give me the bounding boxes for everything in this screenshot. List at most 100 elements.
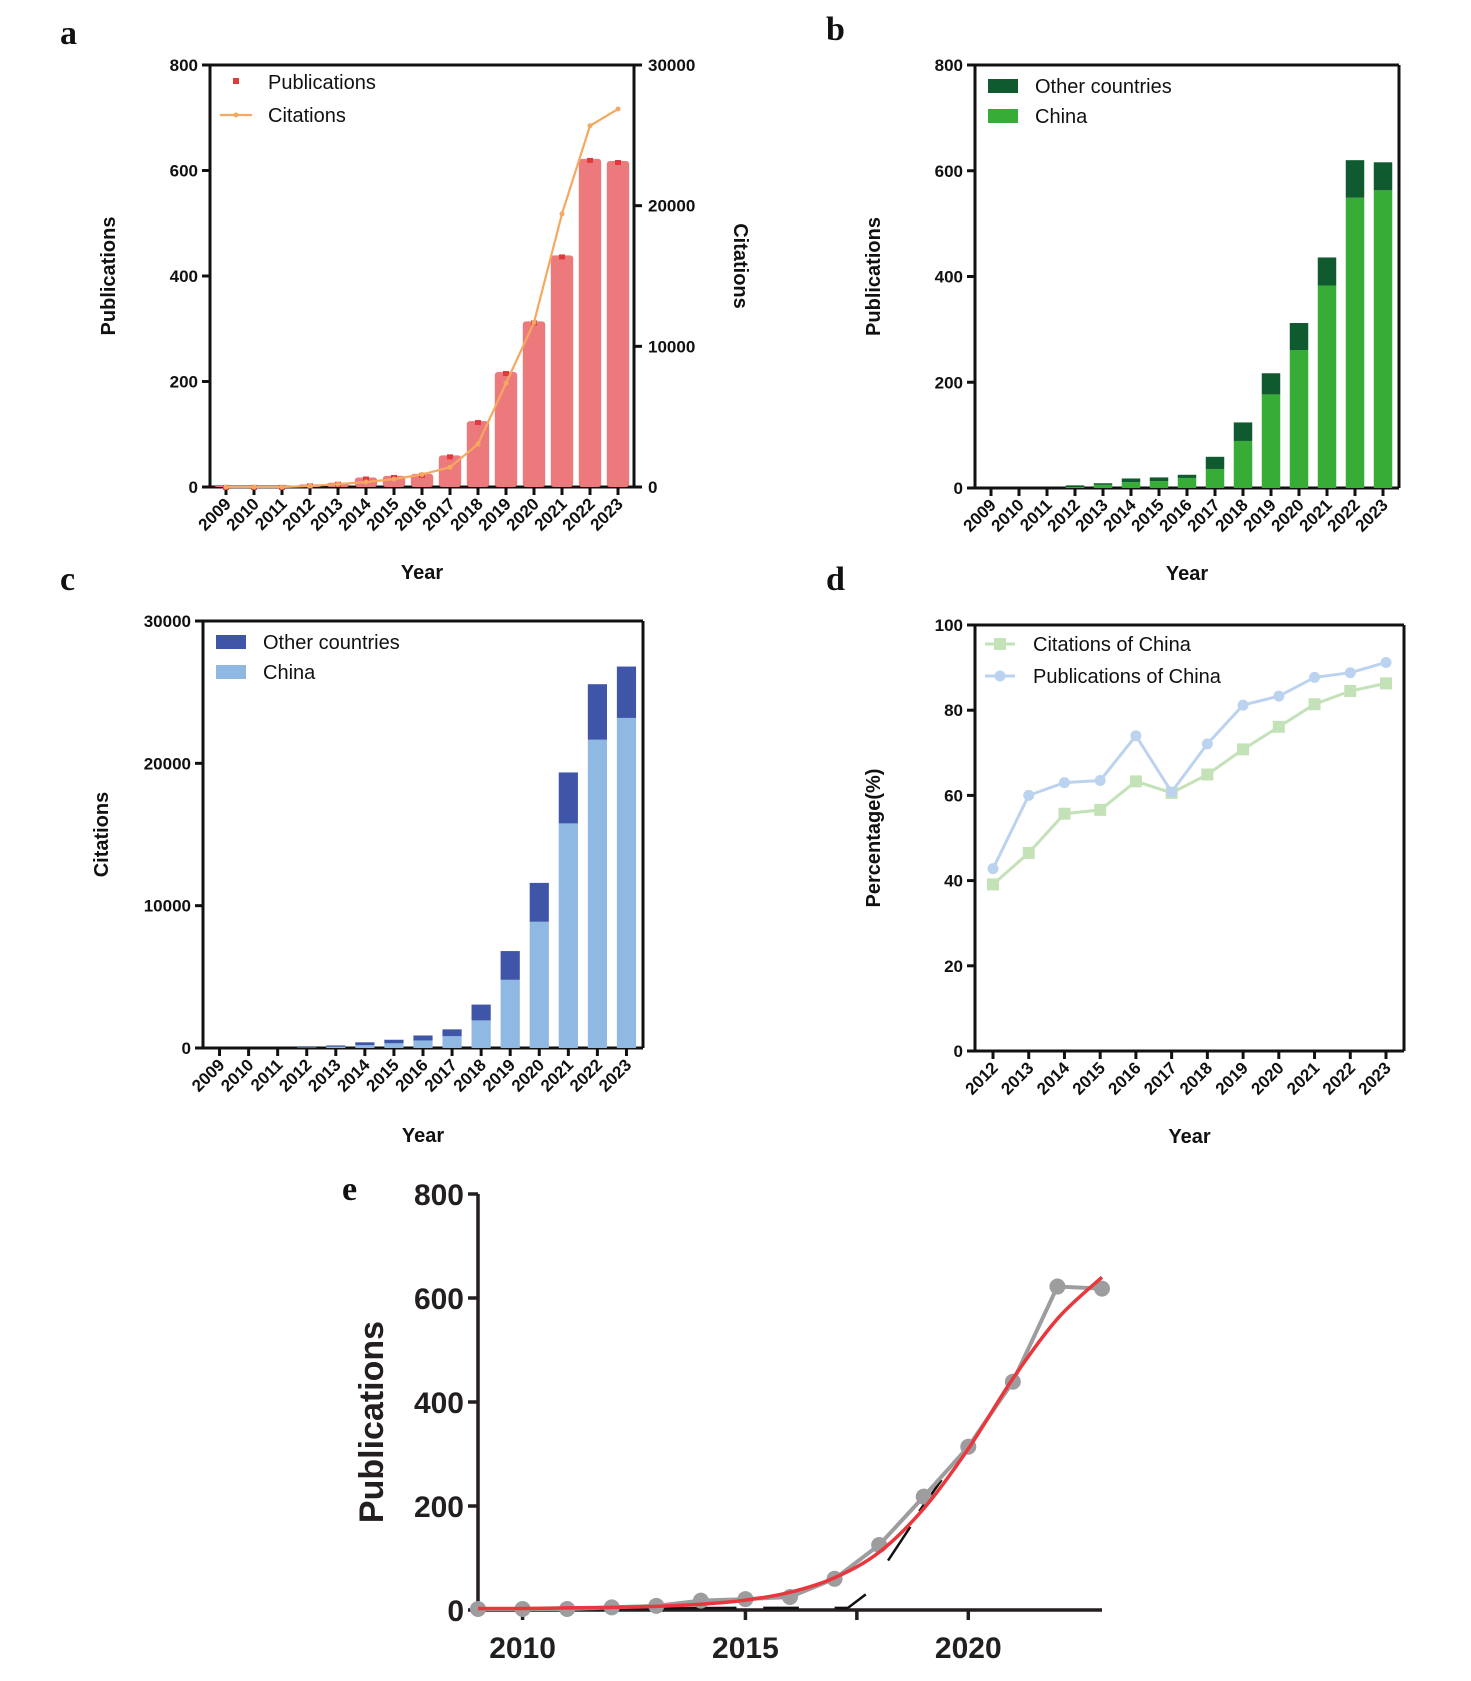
right-y-axis-title: Citations [729,223,751,309]
y-axis-title: Publications [353,1321,391,1523]
publications-marker [363,476,369,482]
panel-e-growth-curve-chart: 0 200 400 600 800 2010 2015 2020 Publications [353,1179,1110,1665]
citations-point [223,484,229,490]
x-tick-label: 2016 [392,1055,432,1095]
citations-of-china-point [1380,677,1392,690]
left-y-tick-label: 400 [170,267,198,286]
x-axis-title: Year [1168,1126,1210,1148]
bar-segment-other-countries [616,666,637,718]
citations-of-china-point [1201,768,1214,781]
legend-citations-label: Citations [268,105,346,127]
observed-publications-point [1049,1278,1066,1295]
bar-segment-china [1205,468,1225,488]
publications-marker [587,157,593,163]
fitted-logistic-curve [477,1275,1104,1611]
publications-of-china-point [1309,671,1321,683]
citations-point [307,483,313,489]
right-y-tick-label: 30000 [648,56,695,75]
bar-segment-other-countries [1373,162,1393,191]
left-y-tick-label: 20 [944,957,963,976]
bar-segment-other-countries [442,1029,462,1037]
publications-of-china-point [1166,786,1178,798]
publications-bar [606,161,630,487]
citations-point [251,484,257,490]
publications-marker [559,254,565,260]
bar-segment-other-countries [558,772,578,824]
legend-other-countries-swatch [216,635,246,649]
legend-other-countries-swatch [988,79,1018,93]
publications-marker [503,371,509,377]
publications-marker [447,454,453,460]
publications-of-china-point [1380,656,1392,668]
citations-of-china-point [1058,807,1071,820]
bar-segment-china [384,1043,404,1048]
left-y-tick-label: 0 [182,1039,191,1058]
bar-segment-other-countries [500,951,520,980]
y-tick-label: 600 [414,1283,464,1316]
citations-point [335,481,341,487]
y-axis-title: Citations [91,792,113,878]
citations-of-china-point [1344,685,1357,698]
legend-citations-of-china-marker [994,638,1006,650]
bar-segment-other-countries [529,882,549,922]
publications-of-china-point [1023,789,1035,801]
bar-segment-china [616,717,637,1048]
publications-of-china-point [987,863,999,875]
bar-segment-other-countries [384,1039,404,1044]
panel-label-c: c [60,561,75,598]
x-tick-label: 2018 [450,1055,490,1095]
y-tick-label: 0 [447,1595,464,1628]
x-tick-label: 2012 [275,1055,315,1095]
x-tick-label: 2023 [1352,495,1392,535]
citations-point [503,380,509,386]
bar-segment-china [1345,197,1365,488]
x-tick-label: 2020 [1247,1058,1287,1098]
x-tick-label: 2022 [1319,1058,1359,1098]
left-y-tick-label: 0 [954,479,963,498]
panel-label-a: a [60,15,77,52]
citations-of-china-point [1129,775,1142,788]
legend-china-swatch [988,109,1018,123]
left-y-tick-label: 0 [189,478,198,497]
x-tick-label: 2017 [1140,1058,1180,1098]
citations-point [475,441,481,447]
bar-segment-china [529,921,549,1048]
bar-segment-other-countries [1149,477,1169,482]
bar-segment-other-countries [1289,323,1309,350]
legend-other-countries-label: Other countries [263,632,400,654]
x-tick-label: 2023 [595,1055,635,1095]
left-y-tick-label: 600 [170,162,198,181]
publications-bar [494,372,518,487]
citations-point [587,123,593,129]
publications-bar [578,158,602,487]
citations-of-china-point [1022,846,1035,859]
x-tick-label: 2023 [587,494,627,534]
left-y-tick-label: 10000 [144,897,191,916]
citations-of-china-point [1094,803,1107,816]
bar-segment-other-countries [1177,474,1197,478]
bar-segment-other-countries [471,1004,491,1021]
legend-publications-of-china-marker [994,670,1006,682]
publications-of-china-point [1058,777,1070,789]
legend-china-label: China [263,662,316,684]
y-axis-title: Publications [863,217,885,336]
bar-segment-other-countries [1345,160,1365,198]
citations-of-china-point [1272,720,1285,733]
left-y-tick-label: 800 [170,56,198,75]
citations-point [363,479,369,485]
x-tick-label: 2010 [489,1632,556,1665]
x-tick-label: 2013 [997,1058,1037,1098]
y-tick-label: 200 [414,1491,464,1524]
bar-segment-china [413,1040,433,1048]
x-tick-label: 2022 [566,1055,606,1095]
bar-segment-china [558,823,578,1048]
bar-segment-china [1233,440,1253,488]
bar-segment-china [1289,349,1309,488]
x-tick-label: 2014 [334,1055,375,1096]
panel-label-d: d [826,561,845,598]
panel-a-publications-citations-chart: 0200400600800010000200003000020092010201… [98,56,751,584]
x-tick-label: 2015 [1069,1058,1109,1098]
x-tick-label: 2015 [363,1055,403,1095]
x-tick-label: 2019 [1212,1058,1252,1098]
